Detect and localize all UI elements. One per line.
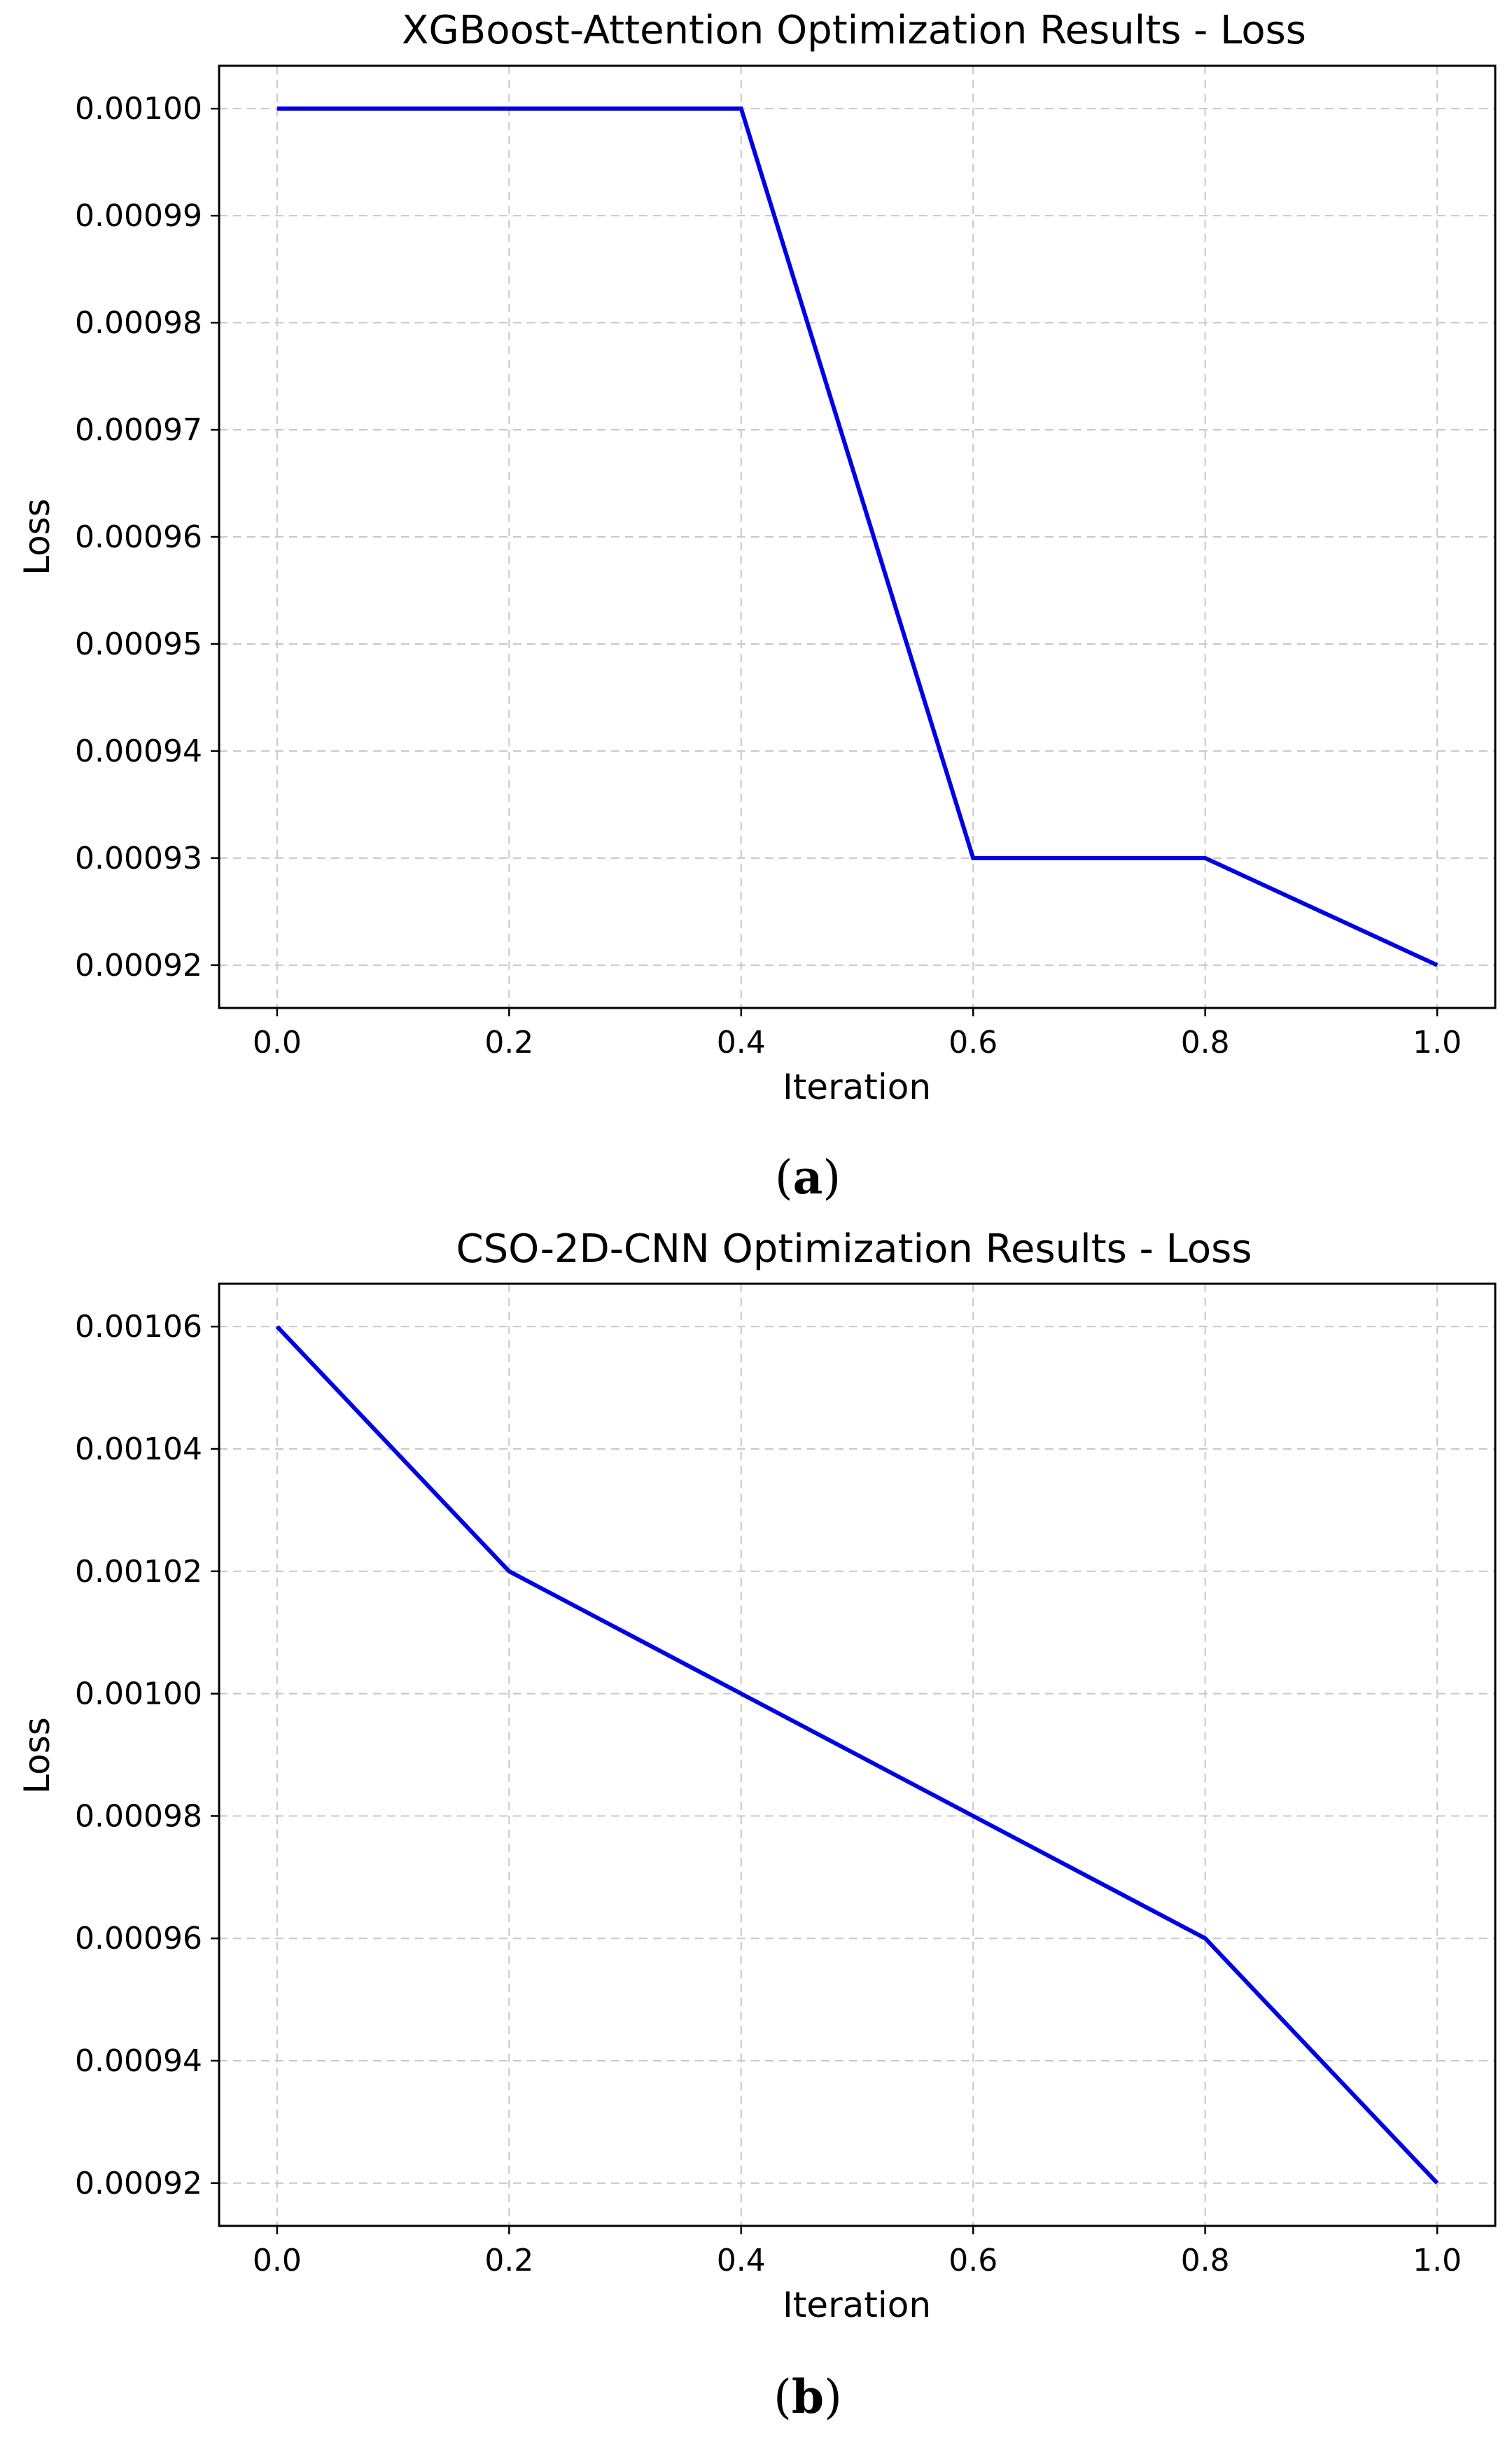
y-tick-label: 0.00093 bbox=[75, 841, 202, 876]
y-tick-label: 0.00102 bbox=[75, 1554, 202, 1590]
y-tick-label: 0.00100 bbox=[75, 91, 202, 127]
x-tick-label: 0.4 bbox=[717, 1025, 766, 1060]
caption-letter: a bbox=[793, 1150, 823, 1205]
panel-caption: (a) bbox=[775, 1150, 841, 1205]
y-tick-label: 0.00098 bbox=[75, 1798, 202, 1834]
caption-open-paren: ( bbox=[774, 2370, 792, 2424]
y-tick-label: 0.00104 bbox=[75, 1431, 202, 1467]
x-tick-label: 0.6 bbox=[948, 2243, 997, 2278]
y-tick-label: 0.00096 bbox=[75, 1921, 202, 1956]
y-axis-label: Loss bbox=[17, 498, 57, 575]
caption-letter: b bbox=[792, 2369, 824, 2424]
x-axis-label: Iteration bbox=[783, 1067, 931, 1107]
y-tick-label: 0.00099 bbox=[75, 198, 202, 234]
y-tick-label: 0.00096 bbox=[75, 519, 202, 555]
y-tick-label: 0.00098 bbox=[75, 305, 202, 341]
y-tick-label: 0.00092 bbox=[75, 2166, 202, 2201]
x-tick-label: 0.2 bbox=[484, 2243, 533, 2278]
series-line-loss bbox=[276, 106, 1438, 967]
caption-open-paren: ( bbox=[775, 1151, 793, 1205]
x-tick-label: 1.0 bbox=[1413, 2243, 1462, 2278]
x-tick-label: 0.2 bbox=[484, 1025, 533, 1060]
x-tick-label: 0.0 bbox=[253, 1025, 302, 1060]
series-line-loss bbox=[275, 1325, 1439, 2185]
y-tick-label: 0.00095 bbox=[75, 626, 202, 662]
y-tick-label: 0.00094 bbox=[75, 2043, 202, 2079]
y-tick-label: 0.00106 bbox=[75, 1309, 202, 1345]
y-axis-label: Loss bbox=[17, 1717, 57, 1794]
x-tick-label: 0.0 bbox=[253, 2243, 302, 2278]
x-tick-label: 1.0 bbox=[1413, 1025, 1462, 1060]
x-tick-label: 0.4 bbox=[717, 2243, 766, 2278]
chart-title: CSO-2D-CNN Optimization Results - Loss bbox=[456, 1226, 1252, 1272]
x-tick-label: 0.6 bbox=[948, 1025, 997, 1060]
y-tick-label: 0.00100 bbox=[75, 1676, 202, 1712]
panel-b: CSO-2D-CNN Optimization Results - Loss 0… bbox=[17, 1226, 1497, 2424]
x-tick-label: 0.8 bbox=[1181, 2243, 1230, 2278]
caption-close-paren: ) bbox=[822, 1151, 841, 1205]
panel-a: XGBoost-Attention Optimization Results -… bbox=[17, 8, 1497, 1205]
x-tick-label: 0.8 bbox=[1181, 1025, 1230, 1060]
y-tick-label: 0.00092 bbox=[75, 948, 202, 983]
caption-close-paren: ) bbox=[824, 2370, 842, 2424]
plot-frame bbox=[218, 1282, 1497, 2227]
y-tick-label: 0.00097 bbox=[75, 412, 202, 448]
chart-title: XGBoost-Attention Optimization Results -… bbox=[402, 8, 1306, 53]
x-axis-label: Iteration bbox=[783, 2285, 931, 2325]
y-tick-label: 0.00094 bbox=[75, 734, 202, 769]
panel-caption: (b) bbox=[774, 2369, 842, 2424]
